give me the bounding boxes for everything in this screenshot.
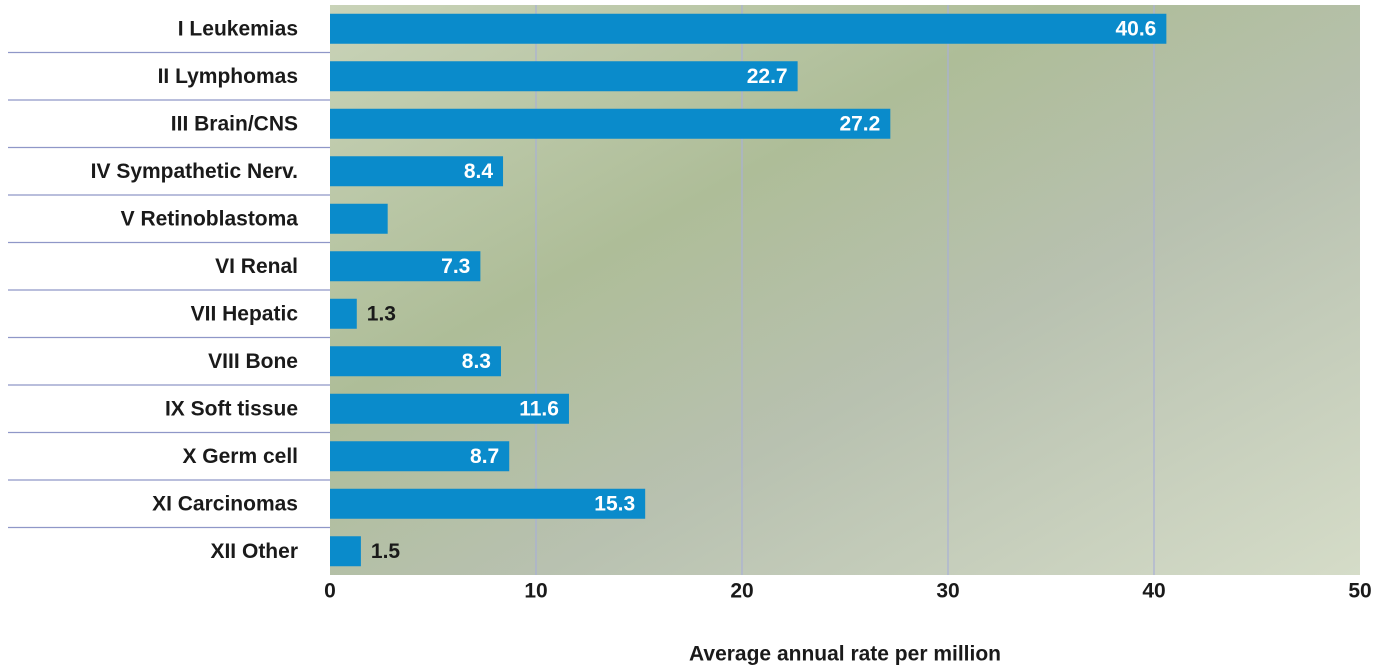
y-tick-label: I Leukemias — [178, 17, 298, 40]
y-tick-label: VII Hepatic — [191, 302, 299, 325]
bar — [330, 393, 569, 424]
bar — [330, 536, 361, 567]
bar — [330, 298, 357, 329]
x-tick-label: 10 — [524, 580, 547, 603]
y-tick-label: X Germ cell — [182, 445, 298, 468]
bar — [330, 156, 504, 187]
x-tick-label: 50 — [1348, 580, 1371, 603]
value-label: 8.4 — [464, 160, 494, 183]
value-label: 7.3 — [441, 255, 470, 278]
bar — [330, 203, 388, 234]
bar — [330, 61, 798, 92]
bar — [330, 346, 501, 377]
x-tick-label: 30 — [936, 580, 959, 603]
value-label: 11.6 — [519, 397, 559, 420]
y-tick-label: XII Other — [210, 540, 298, 563]
value-label: 1.3 — [367, 302, 396, 325]
y-tick-label: IX Soft tissue — [165, 397, 298, 420]
value-label: 8.7 — [470, 445, 499, 468]
x-axis-title: Average annual rate per million — [689, 643, 1001, 666]
bar — [330, 251, 481, 282]
y-tick-label: V Retinoblastoma — [121, 207, 299, 230]
y-tick-label: VI Renal — [215, 255, 298, 278]
y-tick-label: VIII Bone — [208, 350, 298, 373]
value-label: 27.2 — [839, 112, 880, 135]
y-tick-label: III Brain/CNS — [171, 112, 298, 135]
value-label: 15.3 — [594, 492, 635, 515]
y-tick-label: II Lymphomas — [158, 65, 298, 88]
x-tick-label: 0 — [324, 580, 336, 603]
plot-background — [330, 5, 1360, 575]
value-label: 8.3 — [462, 350, 491, 373]
bar — [330, 441, 510, 472]
value-label: 40.6 — [1115, 17, 1156, 40]
bar — [330, 13, 1167, 44]
x-tick-label: 20 — [730, 580, 753, 603]
value-label: 1.5 — [371, 540, 401, 563]
y-tick-label: IV Sympathetic Nerv. — [91, 160, 298, 183]
x-tick-label: 40 — [1142, 580, 1165, 603]
bar — [330, 108, 891, 139]
y-tick-label: XI Carcinomas — [152, 492, 298, 515]
value-label: 22.7 — [747, 65, 788, 88]
bar — [330, 488, 646, 519]
